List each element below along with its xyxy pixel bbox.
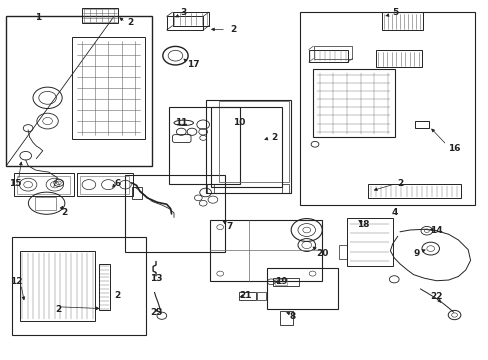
Text: 12: 12 (10, 277, 22, 286)
Text: 7: 7 (226, 222, 233, 231)
Bar (267, 268, 337, 309)
Bar (169, 107, 239, 184)
Text: 18: 18 (357, 220, 369, 229)
Bar (381, 12, 422, 30)
Text: 1: 1 (35, 13, 41, 22)
Text: 2: 2 (230, 26, 237, 35)
Bar (272, 278, 299, 287)
Text: 23: 23 (149, 309, 162, 318)
Text: 15: 15 (9, 179, 21, 188)
Text: 2: 2 (396, 179, 403, 188)
Text: 16: 16 (447, 144, 460, 153)
Bar (35, 197, 56, 210)
Text: 8: 8 (289, 312, 296, 321)
Text: 20: 20 (315, 249, 328, 258)
Bar (99, 264, 110, 310)
Bar (279, 311, 292, 325)
Bar (20, 251, 95, 321)
Text: 2: 2 (271, 132, 277, 141)
Bar (339, 245, 346, 259)
Bar (77, 173, 132, 196)
Bar (368, 184, 460, 198)
Text: 4: 4 (391, 208, 398, 217)
Text: 19: 19 (274, 277, 286, 286)
Bar (125, 175, 224, 252)
Bar (18, 176, 70, 194)
Bar (6, 16, 152, 166)
Text: 6: 6 (115, 179, 121, 188)
Text: 17: 17 (187, 60, 200, 69)
Bar (300, 12, 474, 205)
Bar (312, 69, 394, 137)
Bar (211, 107, 282, 187)
Bar (313, 46, 352, 59)
Bar (166, 17, 203, 30)
Bar (210, 220, 322, 281)
Bar (72, 37, 144, 139)
Text: 13: 13 (149, 274, 162, 283)
Text: 9: 9 (413, 249, 420, 258)
Text: 10: 10 (233, 118, 245, 127)
Bar (257, 292, 265, 300)
Bar (205, 100, 290, 193)
Text: 22: 22 (429, 292, 442, 301)
Bar (14, 173, 74, 196)
Bar (206, 184, 213, 193)
Text: 14: 14 (429, 225, 442, 234)
Text: 2: 2 (56, 305, 62, 314)
Bar (282, 184, 288, 193)
Bar (218, 102, 288, 182)
Bar (414, 121, 428, 128)
Bar (274, 279, 286, 285)
Bar (346, 218, 392, 266)
Bar (172, 12, 208, 26)
Bar (308, 50, 347, 62)
Text: 11: 11 (175, 118, 187, 127)
Text: 2: 2 (127, 18, 133, 27)
Text: 2: 2 (61, 208, 67, 217)
Text: 2: 2 (114, 291, 120, 300)
Text: 3: 3 (180, 8, 186, 17)
Text: 5: 5 (391, 8, 398, 17)
Bar (238, 292, 255, 300)
Bar (81, 8, 118, 23)
Bar (80, 176, 128, 194)
Bar (375, 50, 421, 67)
Bar (131, 187, 142, 199)
Bar (12, 237, 145, 336)
Text: 21: 21 (239, 291, 251, 300)
